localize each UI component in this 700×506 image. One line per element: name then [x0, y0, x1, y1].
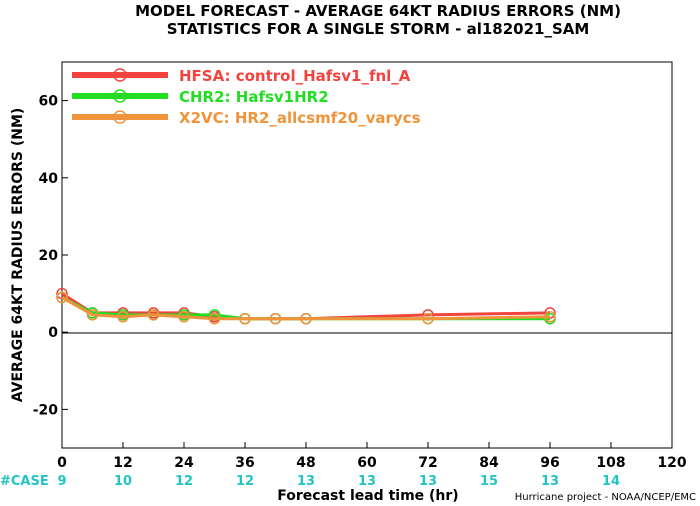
case-count: 10: [114, 474, 132, 489]
y-tick-label: 20: [39, 248, 59, 264]
x-tick-label: 96: [540, 455, 559, 471]
x-tick-label: 108: [596, 455, 625, 471]
chart-title-line-1: MODEL FORECAST - AVERAGE 64KT RADIUS ERR…: [135, 2, 621, 20]
series-line: [61, 296, 551, 321]
data-point: [56, 291, 68, 304]
case-count: 14: [602, 474, 620, 489]
legend-label: X2VC: HR2_allcsmf20_varycs: [179, 109, 421, 127]
data-point: [300, 312, 312, 325]
case-count: 13: [419, 474, 437, 489]
data-point: [117, 311, 129, 323]
legend-marker: [113, 68, 127, 82]
x-tick-label: 84: [479, 455, 499, 471]
y-tick-label: 60: [39, 94, 59, 110]
legend-label: CHR2: Hafsv1HR2: [179, 88, 329, 106]
x-tick-label: 120: [657, 455, 686, 471]
y-axis-label: AVERAGE 64KT RADIUS ERRORS (NM): [10, 108, 26, 403]
data-point: [86, 309, 99, 321]
case-count: 13: [541, 474, 559, 489]
case-count: 13: [358, 474, 376, 489]
data-point: [239, 312, 251, 325]
x-axis-label: Forecast lead time (hr): [277, 488, 458, 504]
data-point: [544, 311, 556, 323]
x-tick-label: 12: [113, 455, 132, 471]
y-tick-label: 0: [48, 325, 58, 341]
x-tick-label: 60: [357, 455, 377, 471]
x-tick-label: 0: [57, 455, 67, 471]
case-count: 13: [297, 474, 315, 489]
x-tick-label: 48: [296, 455, 315, 471]
y-tick-label: -20: [33, 402, 59, 418]
x-tick-label: 36: [235, 455, 254, 471]
data-point: [178, 311, 190, 323]
credit-text: Hurricane project - NOAA/NCEP/EMC: [515, 492, 696, 503]
case-count: 15: [480, 474, 498, 489]
x-tick-label: 24: [174, 455, 194, 471]
case-count: 12: [236, 474, 254, 489]
data-point: [208, 312, 221, 325]
case-label: #CASE: [0, 474, 49, 489]
y-tick-label: 40: [39, 171, 59, 187]
legend-marker: [113, 89, 127, 103]
case-count: 12: [175, 474, 193, 489]
chart-title-line-2: STATISTICS FOR A SINGLE STORM - al182021…: [167, 20, 590, 38]
data-point: [422, 312, 434, 325]
data-point: [269, 312, 282, 325]
x-tick-label: 72: [418, 455, 437, 471]
case-count: 9: [57, 474, 66, 489]
data-point: [147, 309, 160, 321]
legend-label: HFSA: control_Hafsv1_fnl_A: [179, 67, 411, 85]
legend-marker: [113, 110, 127, 124]
